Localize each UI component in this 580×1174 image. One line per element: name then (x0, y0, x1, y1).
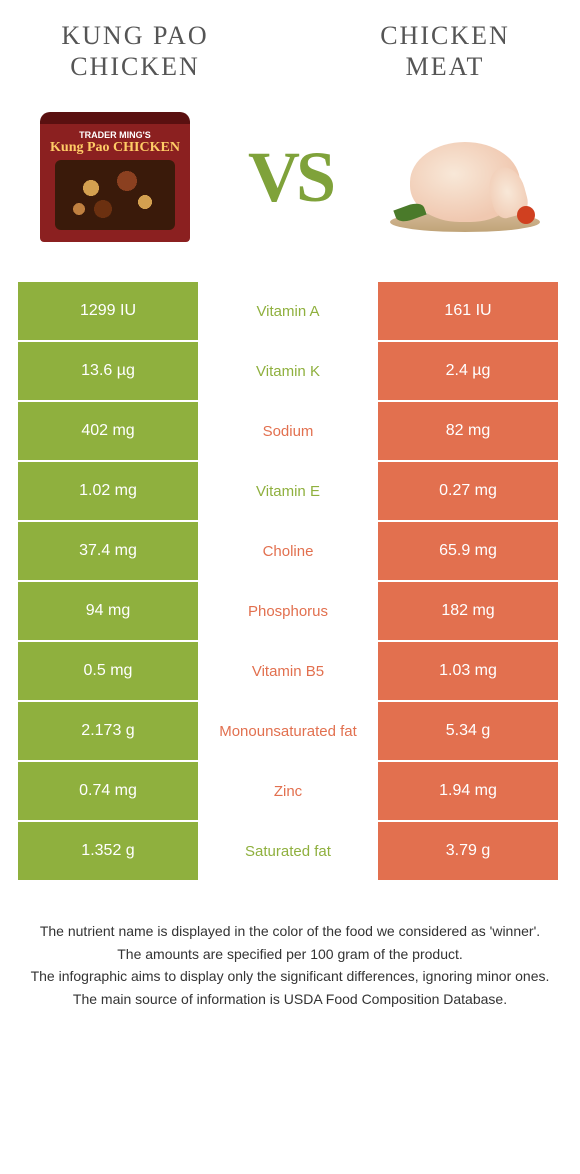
nutrient-label: Saturated fat (198, 822, 378, 880)
left-value: 1.02 mg (18, 462, 198, 520)
nutrient-label: Sodium (198, 402, 378, 460)
right-value: 5.34 g (378, 702, 558, 760)
footnotes: The nutrient name is displayed in the co… (0, 920, 580, 1010)
left-value: 0.74 mg (18, 762, 198, 820)
left-value: 1299 IU (18, 282, 198, 340)
right-value: 182 mg (378, 582, 558, 640)
right-value: 161 IU (378, 282, 558, 340)
nutrient-label: Zinc (198, 762, 378, 820)
right-value: 3.79 g (378, 822, 558, 880)
left-value: 1.352 g (18, 822, 198, 880)
right-value: 82 mg (378, 402, 558, 460)
left-value: 402 mg (18, 402, 198, 460)
header: KUNG PAO CHICKEN CHICKEN MEAT (0, 0, 580, 92)
footnote-line: The infographic aims to display only the… (20, 965, 560, 987)
footnote-line: The nutrient name is displayed in the co… (20, 920, 560, 942)
table-row: 13.6 µgVitamin K2.4 µg (18, 342, 562, 400)
nutrient-label: Vitamin K (198, 342, 378, 400)
table-row: 1.352 gSaturated fat3.79 g (18, 822, 562, 880)
right-food-image (380, 107, 550, 247)
nutrient-label: Vitamin B5 (198, 642, 378, 700)
right-value: 65.9 mg (378, 522, 558, 580)
nutrient-label: Monounsaturated fat (198, 702, 378, 760)
table-row: 0.74 mgZinc1.94 mg (18, 762, 562, 820)
left-food-image: TRADER MING'S Kung Pao CHICKEN (30, 107, 200, 247)
vs-label: VS (248, 136, 332, 219)
right-value: 2.4 µg (378, 342, 558, 400)
left-value: 0.5 mg (18, 642, 198, 700)
chicken-icon (390, 122, 540, 232)
table-row: 94 mgPhosphorus182 mg (18, 582, 562, 640)
package-window (55, 160, 175, 230)
package-icon: TRADER MING'S Kung Pao CHICKEN (40, 112, 190, 242)
footnote-line: The amounts are specified per 100 gram o… (20, 943, 560, 965)
table-row: 1.02 mgVitamin E0.27 mg (18, 462, 562, 520)
package-brand: TRADER MING'S (40, 124, 190, 140)
nutrient-label: Vitamin A (198, 282, 378, 340)
left-value: 2.173 g (18, 702, 198, 760)
right-food-title: CHICKEN MEAT (340, 20, 550, 82)
nutrient-label: Vitamin E (198, 462, 378, 520)
right-value: 1.03 mg (378, 642, 558, 700)
table-row: 1299 IUVitamin A161 IU (18, 282, 562, 340)
table-row: 37.4 mgCholine65.9 mg (18, 522, 562, 580)
nutrient-label: Phosphorus (198, 582, 378, 640)
package-name: Kung Pao CHICKEN (40, 140, 190, 156)
left-value: 94 mg (18, 582, 198, 640)
table-row: 0.5 mgVitamin B51.03 mg (18, 642, 562, 700)
images-row: TRADER MING'S Kung Pao CHICKEN VS (0, 92, 580, 272)
left-value: 37.4 mg (18, 522, 198, 580)
table-row: 402 mgSodium82 mg (18, 402, 562, 460)
footnote-line: The main source of information is USDA F… (20, 988, 560, 1010)
nutrient-label: Choline (198, 522, 378, 580)
right-value: 0.27 mg (378, 462, 558, 520)
table-row: 2.173 gMonounsaturated fat5.34 g (18, 702, 562, 760)
comparison-table: 1299 IUVitamin A161 IU13.6 µgVitamin K2.… (18, 282, 562, 880)
left-food-title: KUNG PAO CHICKEN (30, 20, 240, 82)
right-value: 1.94 mg (378, 762, 558, 820)
left-value: 13.6 µg (18, 342, 198, 400)
